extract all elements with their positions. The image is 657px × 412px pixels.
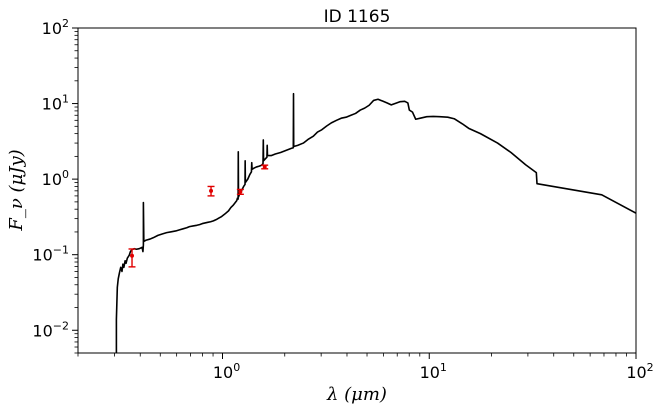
y-tick-label-exp: 1 — [62, 93, 69, 106]
x-tick-label: 101 — [420, 361, 447, 382]
x-tick-label-base: 10 — [213, 363, 233, 382]
model-sed-line — [115, 92, 637, 353]
plot-frame — [77, 27, 637, 354]
y-tick-label: 101 — [42, 93, 69, 114]
x-tick-label-base: 10 — [420, 363, 440, 382]
y-tick-label-base: 10 — [32, 246, 52, 265]
y-tick-label-exp: −2 — [53, 319, 69, 332]
x-tick-label-base: 10 — [626, 363, 646, 382]
x-tick-label-exp: 2 — [647, 361, 654, 374]
y-axis-label: F_ν (μJy) — [6, 149, 27, 231]
observation-marker — [130, 253, 135, 258]
x-tick-label-exp: 0 — [233, 361, 240, 374]
y-tick-label-base: 10 — [32, 321, 52, 340]
x-tick-label: 102 — [626, 361, 653, 382]
y-tick-label-base: 10 — [42, 170, 62, 189]
y-tick-label: 100 — [42, 168, 69, 189]
observation-marker — [238, 189, 243, 194]
y-tick-label: 10−1 — [32, 244, 69, 265]
observation-point — [207, 185, 215, 197]
y-axis-label-text: F_ν (μJy) — [6, 149, 27, 231]
y-tick-label: 102 — [42, 17, 69, 38]
chart-title: ID 1165 — [324, 7, 391, 27]
observation-point — [128, 248, 136, 268]
observation-point — [261, 164, 269, 170]
x-tick-label-exp: 1 — [440, 361, 447, 374]
observation-point — [236, 188, 244, 195]
observations-layer — [128, 164, 269, 268]
x-tick-label: 100 — [213, 361, 240, 382]
y-tick-label: 10−2 — [32, 319, 69, 340]
y-tick-label-exp: −1 — [53, 244, 69, 257]
y-tick-label-exp: 2 — [62, 17, 69, 30]
y-tick-label-exp: 0 — [62, 168, 69, 181]
observation-marker — [209, 188, 214, 193]
model-layer — [115, 92, 637, 353]
x-axis-label: λ (μm) — [326, 384, 387, 405]
y-tick-label-base: 10 — [42, 19, 62, 38]
y-tick-label-base: 10 — [42, 95, 62, 114]
observation-marker — [262, 164, 267, 169]
